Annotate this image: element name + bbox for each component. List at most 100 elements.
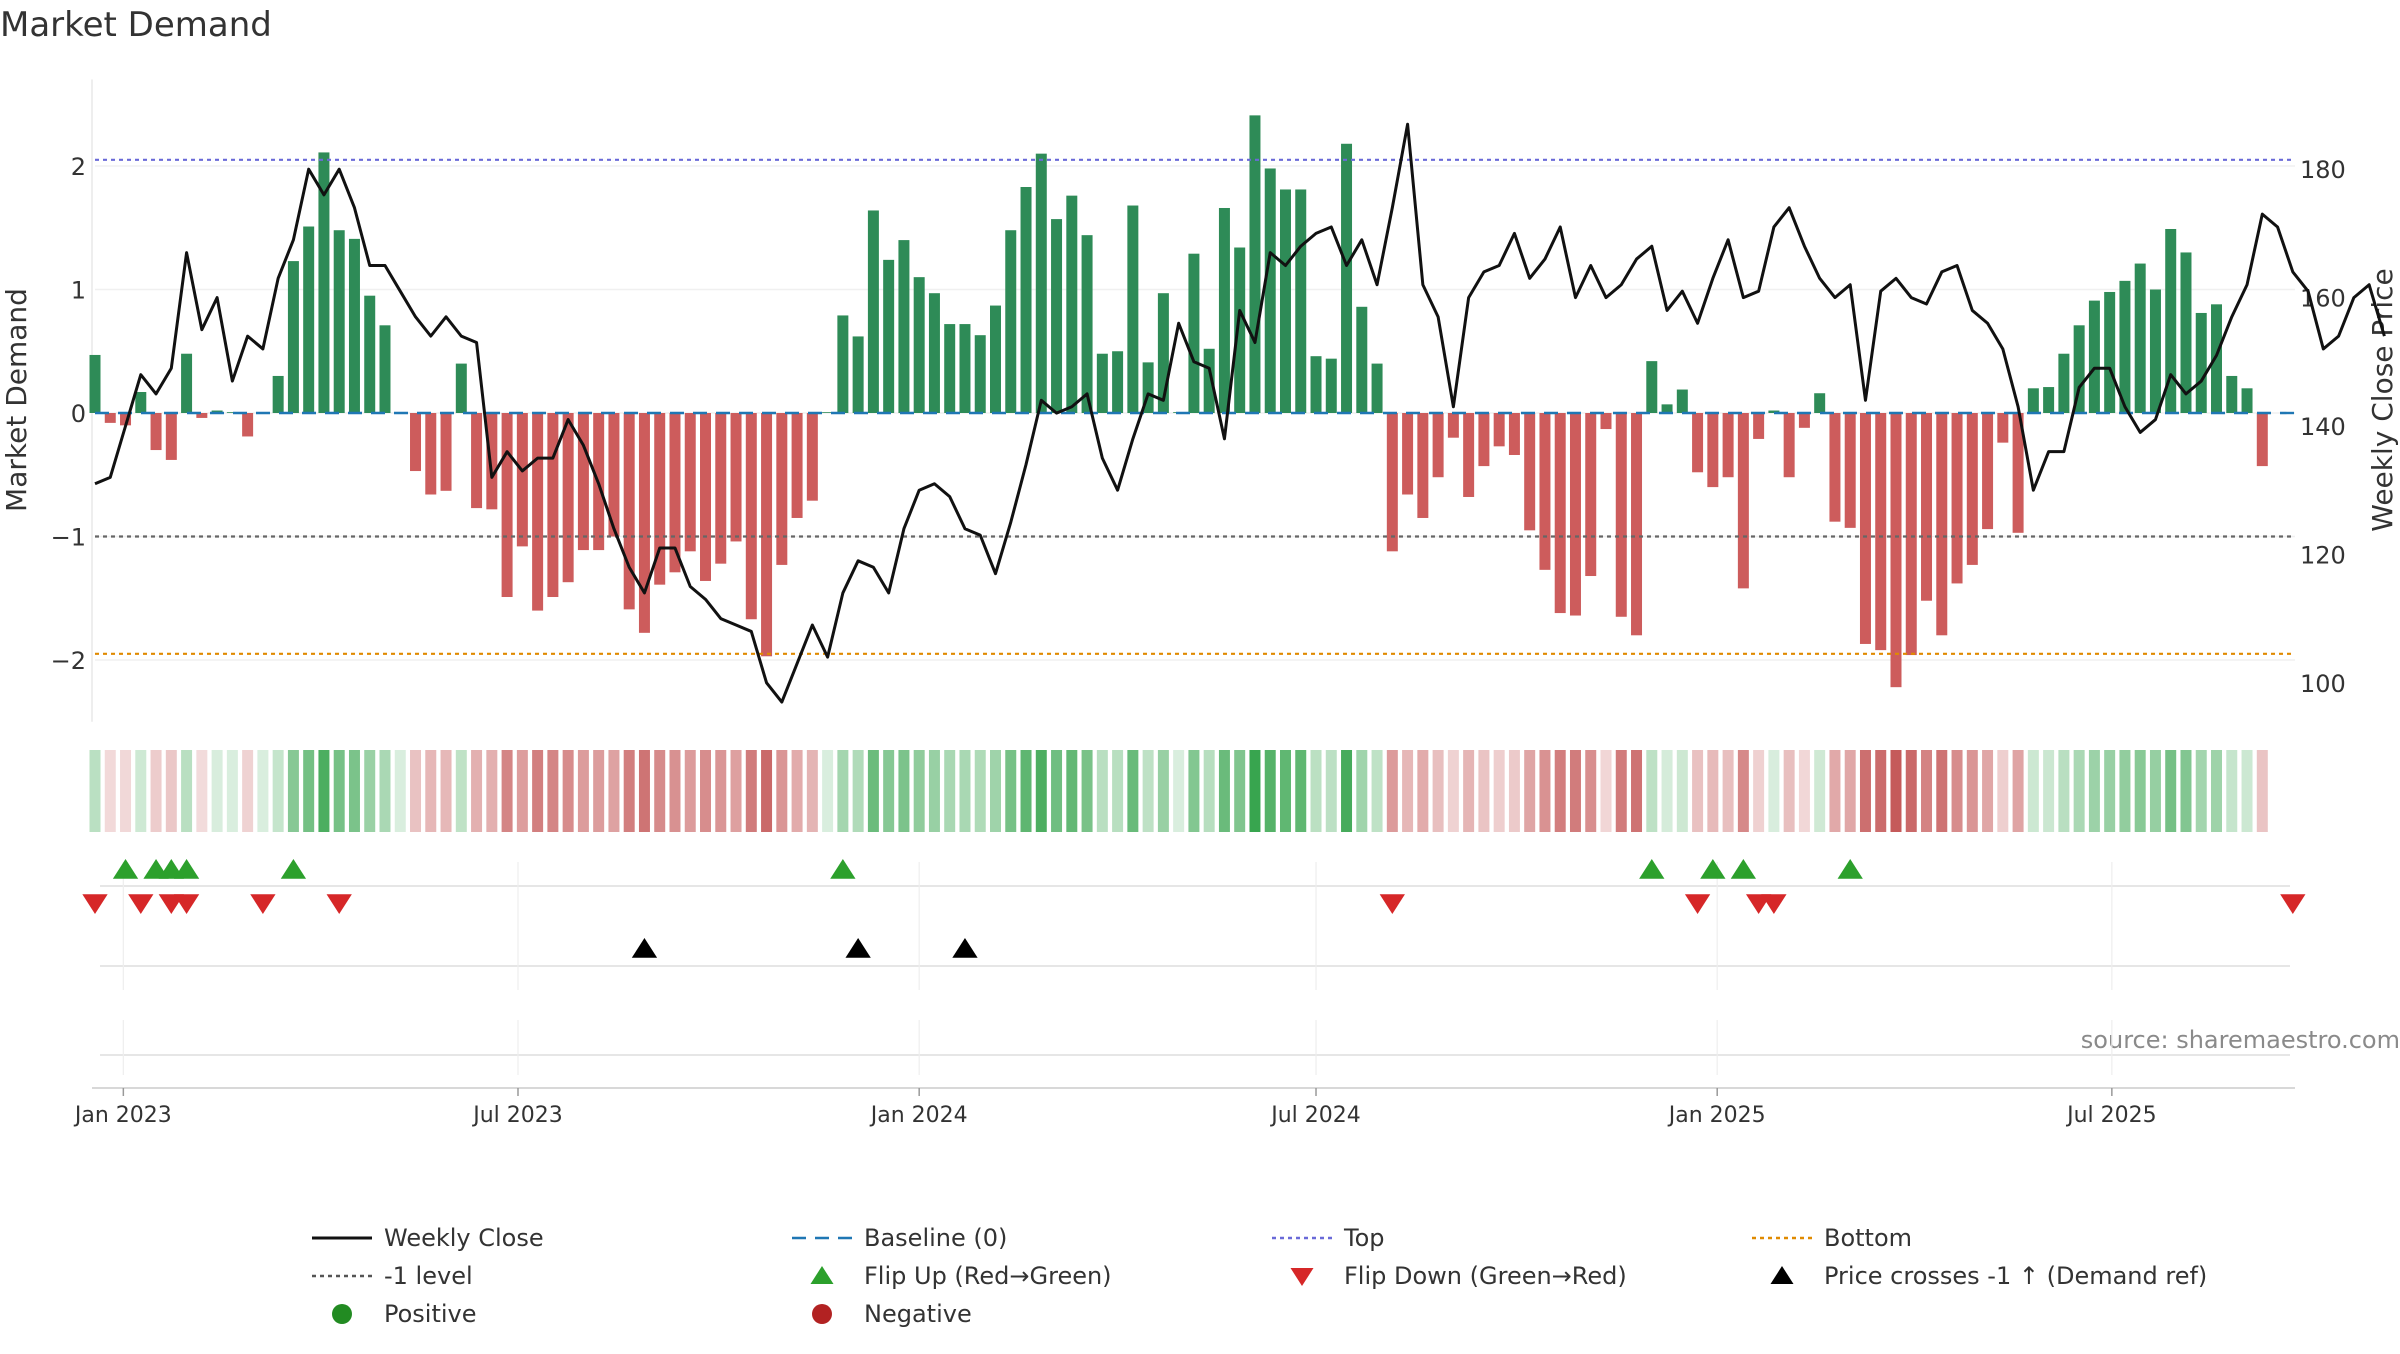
- heat-cell: [1463, 750, 1475, 832]
- demand-bar: [1112, 351, 1124, 413]
- demand-bar: [211, 410, 223, 413]
- heat-cell: [684, 750, 696, 832]
- flip-up-marker: [173, 859, 200, 879]
- demand-bar: [623, 413, 635, 610]
- demand-bar: [532, 413, 544, 611]
- demand-bar: [1432, 413, 1444, 478]
- y2-axis-label: Weekly Close Price: [2366, 268, 2399, 531]
- demand-bar: [471, 413, 483, 509]
- demand-bar: [1631, 413, 1643, 636]
- heat-cell: [1539, 750, 1551, 832]
- demand-bar: [1310, 356, 1322, 413]
- heat-cell: [2027, 750, 2039, 832]
- flip-up-marker: [1837, 859, 1863, 879]
- demand-bar: [2043, 387, 2055, 413]
- demand-bar: [669, 413, 681, 573]
- heat-cell: [745, 750, 757, 832]
- demand-bar: [1615, 413, 1627, 617]
- flip-down-marker: [2280, 894, 2306, 914]
- heat-cell: [1646, 750, 1658, 832]
- demand-bar: [577, 413, 589, 551]
- heat-cell: [333, 750, 345, 832]
- heat-cell: [1890, 750, 1902, 832]
- heat-cell: [1859, 750, 1871, 832]
- demand-bar: [1921, 413, 1933, 601]
- demand-bar: [837, 315, 849, 413]
- legend: Weekly Close Baseline (0) Top Bottom -1 leve…: [312, 1224, 2207, 1328]
- y-tick-label: 2: [71, 153, 86, 181]
- demand-bar: [1127, 205, 1139, 413]
- heat-cell: [1112, 750, 1124, 832]
- demand-bar: [2027, 388, 2039, 413]
- legend-entry: Baseline (0): [792, 1224, 1007, 1252]
- heat-cell: [1493, 750, 1505, 832]
- demand-bar: [196, 413, 208, 418]
- demand-bar: [318, 152, 330, 414]
- demand-bar: [974, 335, 986, 413]
- heat-cell: [2165, 750, 2177, 832]
- heat-cell: [1173, 750, 1185, 832]
- demand-bar: [1478, 413, 1490, 467]
- heat-cell: [1478, 750, 1490, 832]
- legend-entry: Bottom: [1752, 1224, 1912, 1252]
- heat-cell: [1066, 750, 1078, 832]
- heat-cell: [1218, 750, 1230, 832]
- heat-cell: [761, 750, 773, 832]
- demand-bar: [516, 413, 528, 547]
- heat-cell: [1127, 750, 1139, 832]
- demand-bar: [1707, 413, 1719, 488]
- demand-bar: [2226, 375, 2238, 413]
- demand-bar: [2088, 300, 2100, 414]
- heat-cell: [1020, 750, 1032, 832]
- heat-cell: [2195, 750, 2207, 832]
- demand-bar: [1402, 413, 1414, 495]
- demand-bar: [440, 413, 452, 491]
- demand-bar: [913, 277, 925, 413]
- demand-bar: [1661, 404, 1673, 414]
- demand-bar: [1005, 230, 1017, 413]
- demand-bar: [333, 230, 345, 413]
- demand-bar: [883, 259, 895, 413]
- heat-cell: [532, 750, 544, 832]
- demand-bar: [1600, 413, 1612, 430]
- heat-cell: [974, 750, 986, 832]
- demand-bar: [410, 413, 422, 472]
- demand-bar: [2180, 252, 2192, 413]
- heat-cell: [1951, 750, 1963, 832]
- demand-bar: [1142, 362, 1154, 413]
- signal-markers: [82, 859, 2306, 1075]
- flip-down-marker: [82, 894, 108, 914]
- demand-bar: [1569, 413, 1581, 616]
- demand-bar: [1341, 143, 1353, 413]
- heat-cell: [1936, 750, 1948, 832]
- demand-bar: [1798, 413, 1810, 428]
- heat-cell: [1676, 750, 1688, 832]
- heat-cell: [226, 750, 238, 832]
- demand-bar: [1997, 413, 2009, 443]
- heat-cell: [730, 750, 742, 832]
- demand-bar: [2211, 304, 2222, 413]
- heat-cell: [135, 750, 147, 832]
- demand-bar: [959, 324, 971, 413]
- demand-bar: [822, 412, 834, 413]
- heat-cell: [2058, 750, 2070, 832]
- demand-bar: [1066, 195, 1078, 413]
- y2-tick-label: 100: [2300, 670, 2346, 698]
- demand-bar: [1844, 413, 1856, 528]
- demand-bar: [1371, 363, 1383, 413]
- heat-cell: [1982, 750, 1994, 832]
- legend-label: Positive: [384, 1300, 477, 1328]
- heat-cell: [715, 750, 727, 832]
- heat-cell: [1188, 750, 1200, 832]
- demand-bar: [1554, 413, 1566, 614]
- heat-cell: [303, 750, 315, 832]
- heat-cell: [1997, 750, 2009, 832]
- heat-cell: [1966, 750, 1978, 832]
- demand-bar: [867, 210, 879, 413]
- demand-bar: [2134, 263, 2146, 413]
- flip-down-marker: [326, 894, 352, 914]
- heat-cell: [2256, 750, 2268, 832]
- flip-up-marker: [1639, 859, 1665, 879]
- heat-cell: [669, 750, 681, 832]
